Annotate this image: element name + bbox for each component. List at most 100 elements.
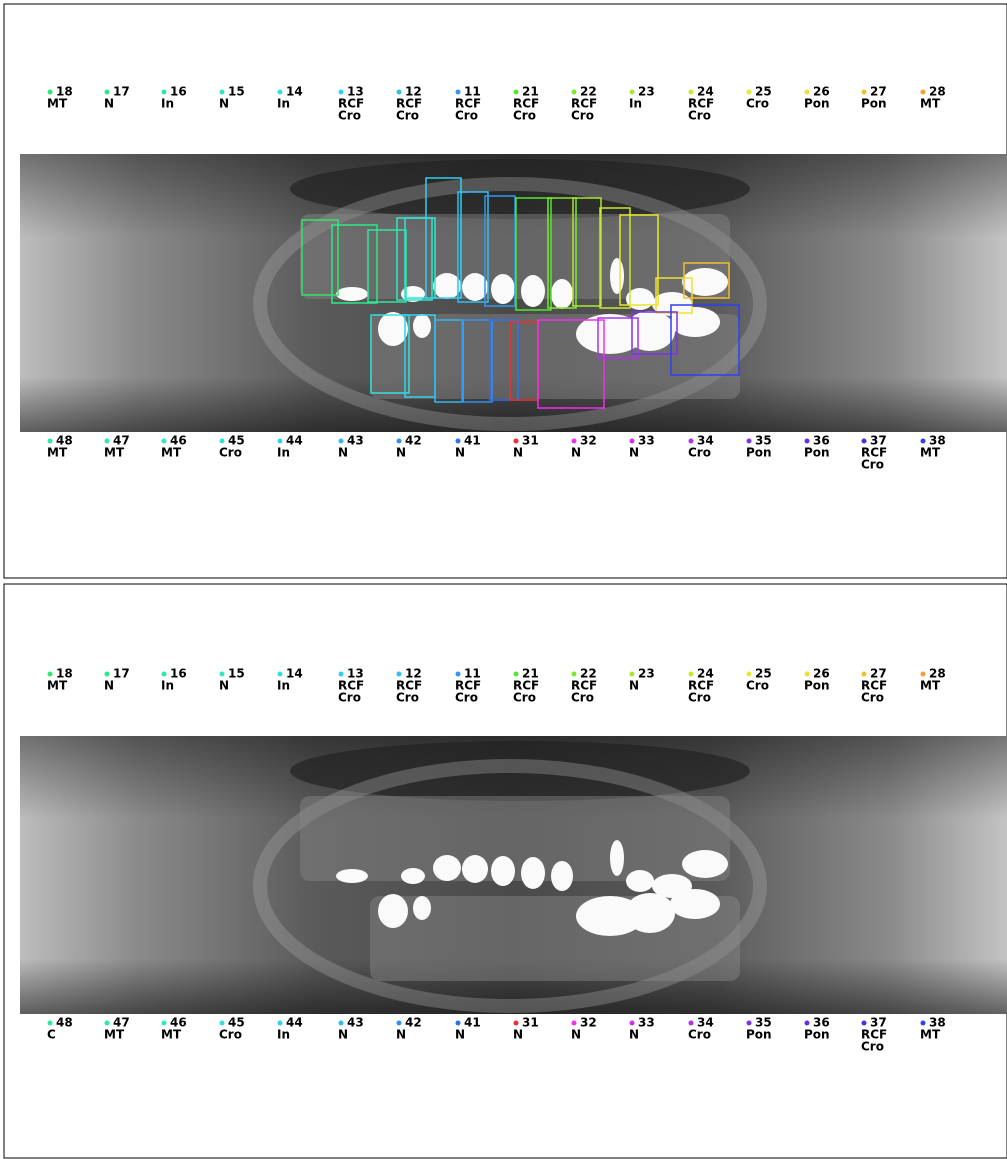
- tooth-color-dot: [689, 1021, 694, 1026]
- tooth-color-dot: [514, 672, 519, 677]
- tooth-status: Cro: [571, 109, 594, 123]
- tooth-label: 34Cro: [688, 434, 714, 460]
- tooth-label: 37RCFCro: [861, 434, 887, 472]
- tooth-status: N: [513, 1028, 523, 1042]
- tooth-label: 47MT: [104, 434, 130, 460]
- tooth-color-dot: [220, 439, 225, 444]
- tooth-status: MT: [920, 97, 941, 111]
- tooth-status: In: [161, 679, 174, 693]
- tooth-label: 15N: [219, 667, 245, 693]
- xray-image: [20, 736, 1007, 1014]
- tooth-color-dot: [456, 90, 461, 95]
- tooth-number: 15: [228, 85, 245, 99]
- tooth-status: MT: [47, 446, 68, 460]
- tooth-status: Cro: [571, 691, 594, 705]
- tooth-label: 23N: [629, 667, 655, 693]
- tooth-color-dot: [862, 439, 867, 444]
- tooth-label: 43N: [338, 1016, 364, 1042]
- tooth-color-dot: [397, 1021, 402, 1026]
- tooth-status: Pon: [746, 446, 772, 460]
- tooth-status: Cro: [338, 109, 361, 123]
- tooth-status: N: [338, 446, 348, 460]
- tooth-number: 17: [113, 667, 130, 681]
- tooth-label: 31N: [513, 434, 539, 460]
- tooth-label: 28MT: [920, 85, 946, 111]
- tooth-label: 13RCFCro: [338, 667, 364, 705]
- tooth-label: 22RCFCro: [571, 667, 597, 705]
- tooth-label: 46MT: [161, 1016, 187, 1042]
- tooth-color-dot: [220, 672, 225, 677]
- tooth-label: 41N: [455, 434, 481, 460]
- tooth-color-dot: [572, 90, 577, 95]
- tooth-label: 25Cro: [746, 667, 772, 693]
- tooth-color-dot: [921, 90, 926, 95]
- tooth-label: 16In: [161, 667, 187, 693]
- tooth-color-dot: [220, 1021, 225, 1026]
- tooth-status: Cro: [513, 109, 536, 123]
- tooth-label: 48C: [47, 1016, 73, 1042]
- tooth-status: Cro: [219, 446, 242, 460]
- tooth-status: Cro: [688, 109, 711, 123]
- tooth-status: N: [219, 679, 229, 693]
- tooth-status: C: [47, 1028, 56, 1042]
- tooth-label: 32N: [571, 1016, 597, 1042]
- tooth-color-dot: [572, 672, 577, 677]
- tooth-status: MT: [161, 446, 182, 460]
- tooth-color-dot: [921, 439, 926, 444]
- tooth-status: N: [455, 1028, 465, 1042]
- tooth-color-dot: [514, 90, 519, 95]
- tooth-color-dot: [278, 672, 283, 677]
- tooth-label: 34Cro: [688, 1016, 714, 1042]
- tooth-status: Pon: [804, 446, 830, 460]
- tooth-label: 33N: [629, 434, 655, 460]
- tooth-color-dot: [339, 439, 344, 444]
- tooth-label: 47MT: [104, 1016, 130, 1042]
- tooth-status: MT: [104, 446, 125, 460]
- tooth-color-dot: [747, 90, 752, 95]
- tooth-label: 23In: [629, 85, 655, 111]
- tooth-number: 43: [347, 434, 364, 448]
- tooth-status: In: [629, 97, 642, 111]
- tooth-status: N: [571, 446, 581, 460]
- tooth-color-dot: [48, 90, 53, 95]
- tooth-status: MT: [47, 679, 68, 693]
- tooth-status: N: [629, 679, 639, 693]
- tooth-label: 45Cro: [219, 434, 245, 460]
- tooth-label: 12RCFCro: [396, 85, 422, 123]
- tooth-color-dot: [747, 1021, 752, 1026]
- tooth-status: MT: [104, 1028, 125, 1042]
- tooth-color-dot: [278, 439, 283, 444]
- tooth-color-dot: [162, 90, 167, 95]
- tooth-label: 31N: [513, 1016, 539, 1042]
- tooth-color-dot: [278, 90, 283, 95]
- tooth-color-dot: [862, 1021, 867, 1026]
- tooth-color-dot: [339, 1021, 344, 1026]
- tooth-color-dot: [921, 1021, 926, 1026]
- tooth-label: 17N: [104, 85, 130, 111]
- tooth-label: 18MT: [47, 85, 73, 111]
- tooth-label: 12RCFCro: [396, 667, 422, 705]
- tooth-number: 48: [56, 1016, 73, 1030]
- tooth-color-dot: [747, 672, 752, 677]
- tooth-status: MT: [47, 97, 68, 111]
- tooth-number: 32: [580, 1016, 597, 1030]
- tooth-color-dot: [514, 439, 519, 444]
- tooth-status: In: [277, 97, 290, 111]
- tooth-status: Cro: [688, 446, 711, 460]
- tooth-color-dot: [397, 672, 402, 677]
- tooth-color-dot: [921, 672, 926, 677]
- tooth-number: 31: [522, 434, 539, 448]
- tooth-label: 33N: [629, 1016, 655, 1042]
- tooth-label: 45Cro: [219, 1016, 245, 1042]
- tooth-color-dot: [630, 672, 635, 677]
- tooth-label: 35Pon: [746, 434, 772, 460]
- tooth-label: 41N: [455, 1016, 481, 1042]
- tooth-status: Cro: [219, 1028, 242, 1042]
- tooth-color-dot: [48, 672, 53, 677]
- tooth-label: 38MT: [920, 1016, 946, 1042]
